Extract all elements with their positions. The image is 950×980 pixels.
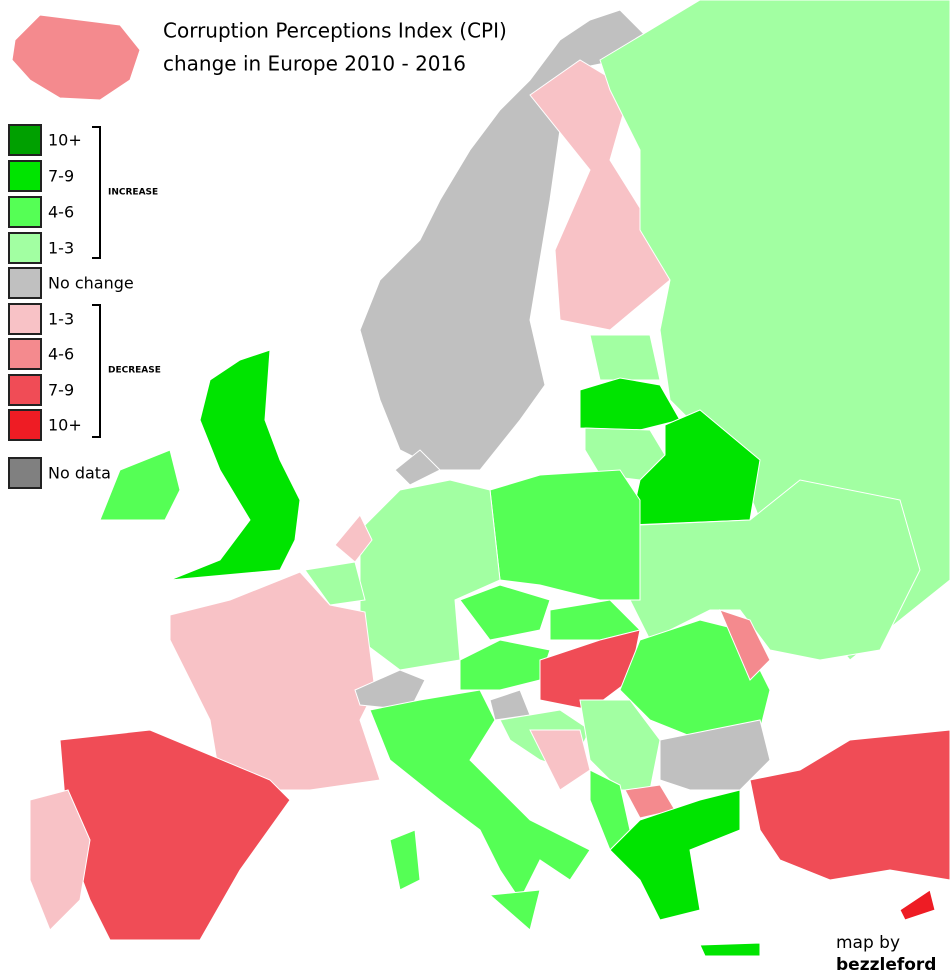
region	[99, 449, 181, 521]
region	[359, 9, 651, 471]
legend: 10+ 7-9 4-6 1-3 No change 1-3 4-6 7-9 10+ No data…	[8, 124, 161, 489]
legend-swatch	[8, 409, 42, 441]
region	[899, 889, 936, 921]
legend-label: 10+	[48, 416, 82, 435]
legend-label: No change	[48, 274, 134, 293]
title: change in Europe 2010 - 2016	[163, 52, 466, 76]
legend-label: 4-6	[48, 203, 74, 222]
region	[359, 479, 501, 671]
legend-swatch	[8, 232, 42, 264]
region	[459, 584, 551, 641]
group-label: INCREASE	[108, 188, 158, 198]
legend-label: 10+	[48, 131, 82, 150]
legend-label: 1-3	[48, 310, 74, 329]
region	[29, 789, 91, 931]
credit: map by	[836, 933, 900, 953]
region	[354, 669, 426, 711]
region	[169, 349, 301, 581]
region	[304, 561, 366, 606]
legend-label: 4-6	[48, 345, 74, 364]
legend-swatch	[8, 196, 42, 228]
legend-swatch	[8, 338, 42, 370]
region	[609, 789, 741, 921]
region	[488, 889, 541, 931]
region	[699, 942, 761, 957]
credit: bezzleford	[836, 955, 936, 975]
legend-swatch	[8, 124, 42, 156]
legend-label: 1-3	[48, 239, 74, 258]
bracket	[92, 304, 101, 438]
legend-swatch	[8, 160, 42, 192]
region	[369, 689, 591, 901]
region	[394, 449, 441, 486]
region	[334, 514, 373, 563]
region	[719, 609, 771, 681]
legend-swatch	[8, 457, 42, 489]
legend-label: No data	[48, 464, 111, 483]
region	[489, 469, 641, 601]
legend-swatch	[8, 374, 42, 406]
region	[169, 571, 381, 791]
group-label: DECREASE	[108, 366, 161, 376]
region	[459, 639, 551, 691]
region	[11, 14, 141, 101]
legend-label: 7-9	[48, 381, 74, 400]
region	[749, 729, 950, 881]
legend-swatch	[8, 267, 42, 299]
region	[589, 334, 661, 381]
region	[389, 829, 421, 891]
region	[539, 629, 641, 711]
legend-label: 7-9	[48, 167, 74, 186]
region	[529, 729, 591, 791]
legend-swatch	[8, 303, 42, 335]
title: Corruption Perceptions Index (CPI)	[163, 19, 507, 43]
region	[579, 377, 681, 431]
map	[11, 0, 950, 957]
bracket	[92, 126, 101, 259]
